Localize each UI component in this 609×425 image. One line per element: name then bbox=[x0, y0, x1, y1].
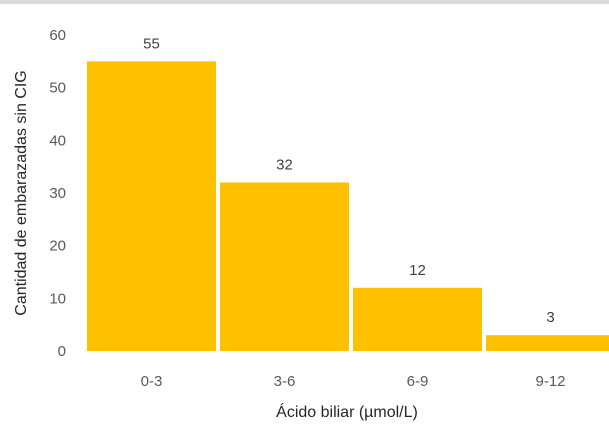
y-tick-label: 60 bbox=[49, 27, 66, 44]
bars-group bbox=[87, 61, 609, 351]
x-tick-label-9-12: 9-12 bbox=[535, 373, 565, 390]
y-tick-label: 0 bbox=[58, 343, 66, 360]
data-labels-group: 55 32 12 3 bbox=[143, 35, 555, 326]
y-tick-label: 40 bbox=[49, 132, 66, 149]
data-label-0-3: 55 bbox=[143, 35, 160, 52]
x-tick-label-0-3: 0-3 bbox=[141, 373, 163, 390]
bar-9-12 bbox=[486, 335, 609, 351]
x-tick-label-6-9: 6-9 bbox=[407, 373, 429, 390]
y-tick-label: 30 bbox=[49, 185, 66, 202]
y-tick-label: 50 bbox=[49, 80, 66, 97]
bar-0-3 bbox=[87, 61, 216, 351]
chart-frame-border bbox=[0, 0, 609, 4]
bar-3-6 bbox=[220, 182, 349, 351]
bar-6-9 bbox=[353, 287, 482, 351]
y-tick-label: 10 bbox=[49, 290, 66, 307]
y-tick-label: 20 bbox=[49, 238, 66, 255]
data-label-9-12: 3 bbox=[546, 309, 554, 326]
y-axis-title: Cantidad de embarazadas sin CIG bbox=[13, 70, 30, 315]
y-axis-ticks: 0 10 20 30 40 50 60 bbox=[49, 27, 66, 360]
data-label-3-6: 32 bbox=[276, 156, 293, 173]
x-tick-label-3-6: 3-6 bbox=[274, 373, 296, 390]
x-axis-ticks: 0-3 3-6 6-9 9-12 bbox=[141, 373, 566, 390]
x-axis-title: Ácido biliar (µmol/L) bbox=[276, 402, 418, 421]
data-label-6-9: 12 bbox=[409, 262, 426, 279]
